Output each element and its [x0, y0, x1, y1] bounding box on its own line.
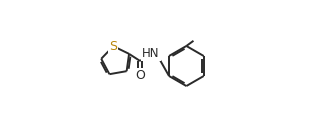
- Text: O: O: [135, 69, 145, 82]
- Text: S: S: [110, 40, 117, 53]
- Text: HN: HN: [142, 47, 160, 60]
